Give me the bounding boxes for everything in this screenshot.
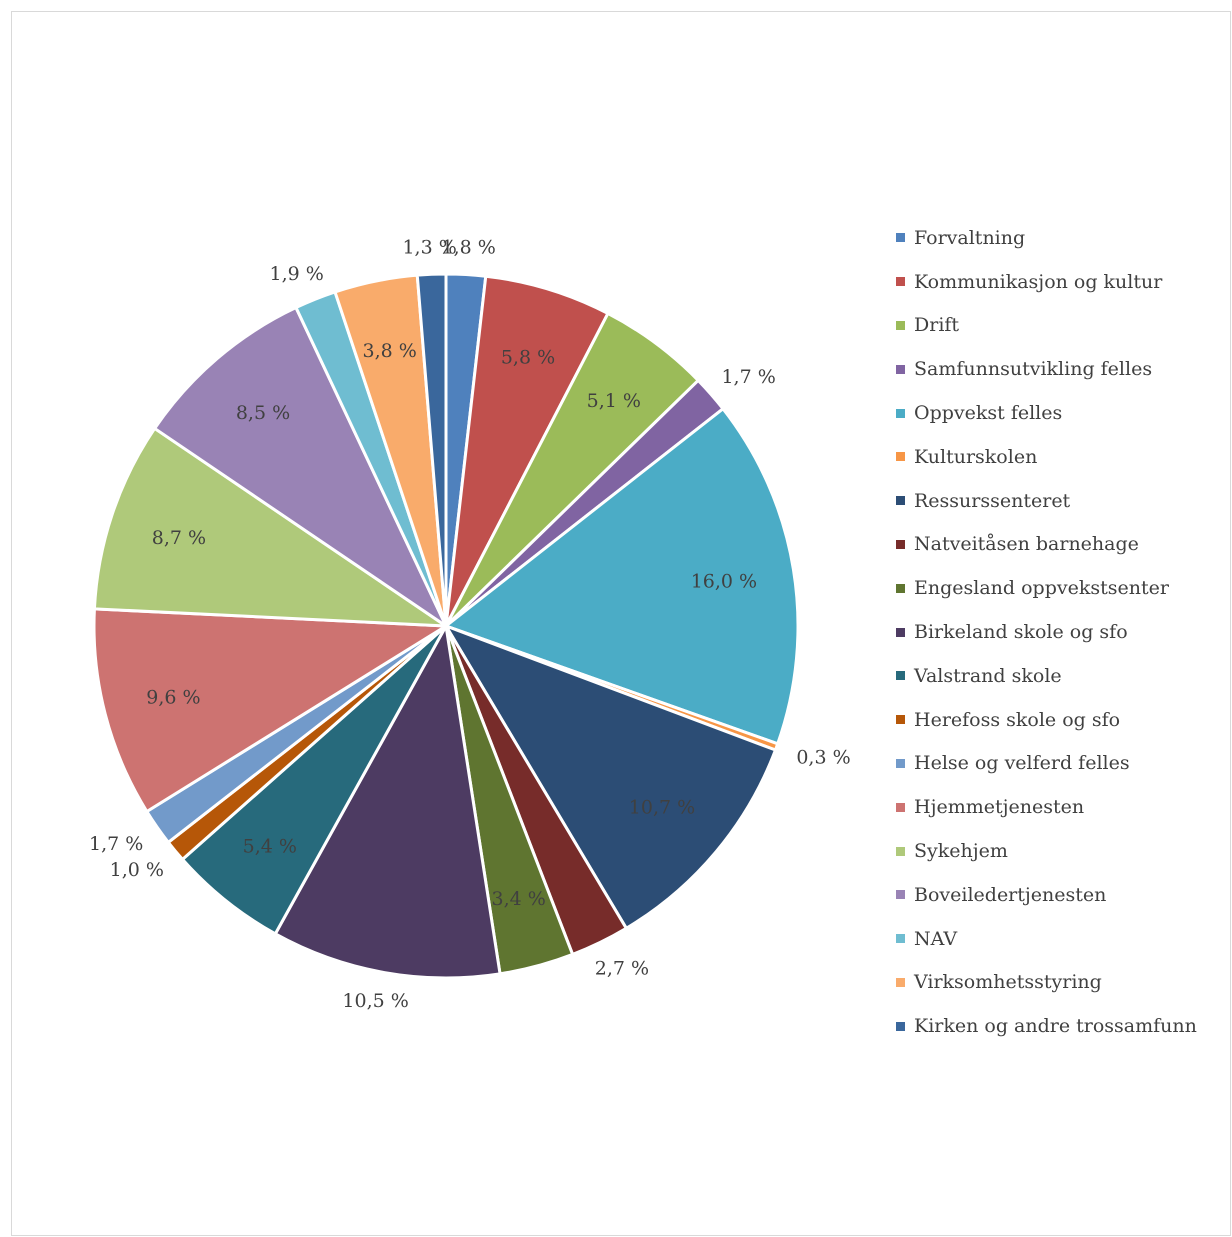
- pie-slice-oppvekst-felles: [444, 407, 800, 746]
- data-label-herefoss-skole-og-sfo: 1,0 %: [110, 859, 164, 881]
- data-label-valstrand-skole: 5,4 %: [243, 836, 297, 858]
- legend-label: Kulturskolen: [914, 445, 1038, 468]
- data-label-virksomhetsstyring: 3,8 %: [363, 340, 417, 362]
- legend-item-ressurssenteret: Ressurssenteret: [896, 479, 1197, 523]
- legend-item-birkeland-skole-og-sfo: Birkeland skole og sfo: [896, 610, 1197, 654]
- legend-swatch: [896, 627, 905, 637]
- legend-item-helse-og-velferd-felles: Helse og velferd felles: [896, 742, 1197, 786]
- legend-label: Virksomhetsstyring: [914, 971, 1102, 994]
- legend-swatch: [896, 496, 905, 506]
- legend-item-samfunnsutvikling-felles: Samfunnsutvikling felles: [896, 347, 1197, 391]
- pie-slice-birkeland-skole-og-sfo: [273, 624, 502, 980]
- data-label-helse-og-velferd-felles: 1,7 %: [89, 833, 143, 855]
- legend-swatch: [896, 977, 905, 987]
- data-label-hjemmetjenesten: 9,6 %: [146, 687, 200, 709]
- legend-label: Valstrand skole: [914, 664, 1062, 687]
- data-label-ressurssenteret: 10,7 %: [629, 797, 695, 819]
- pie-slice-hjemmetjenesten: [92, 607, 448, 813]
- data-label-forvaltning: 1,8 %: [442, 237, 496, 259]
- legend-label: Natveitåsen barnehage: [914, 533, 1139, 556]
- legend-swatch: [896, 233, 905, 243]
- legend-label: Boveiledertjenesten: [914, 883, 1107, 906]
- data-label-sykehjem: 8,7 %: [152, 527, 206, 549]
- legend-item-natveitasen-barnehage: Natveitåsen barnehage: [896, 523, 1197, 567]
- pie-slice-sykehjem: [92, 426, 448, 628]
- data-label-kommunikasjon-og-kultur: 5,8 %: [501, 347, 555, 369]
- legend-label: Birkeland skole og sfo: [914, 621, 1128, 644]
- legend-item-oppvekst-felles: Oppvekst felles: [896, 391, 1197, 435]
- legend-label: Herefoss skole og sfo: [914, 708, 1121, 731]
- pie-slice-boveiledertjenesten: [153, 306, 448, 628]
- data-label-birkeland-skole-og-sfo: 10,5 %: [342, 990, 408, 1012]
- pie-slice-kirken-og-andre-trossamfunn: [415, 272, 448, 628]
- legend-label: Samfunnsutvikling felles: [914, 358, 1153, 381]
- legend-swatch: [896, 802, 905, 812]
- legend-item-sykehjem: Sykehjem: [896, 829, 1197, 873]
- legend-item-kirken-og-andre-trossamfunn: Kirken og andre trossamfunn: [896, 1004, 1197, 1048]
- legend-item-virksomhetsstyring: Virksomhetsstyring: [896, 961, 1197, 1005]
- data-label-kirken-og-andre-trossamfunn: 1,3 %: [402, 236, 456, 258]
- legend-item-herefoss-skole-og-sfo: Herefoss skole og sfo: [896, 698, 1197, 742]
- legend-swatch: [896, 408, 905, 418]
- legend: Forvaltning Kommunikasjon og kultur Drift S…: [896, 216, 1197, 1048]
- legend-item-engesland-oppvekstsenter: Engesland oppvekstsenter: [896, 566, 1197, 610]
- legend-item-kulturskolen: Kulturskolen: [896, 435, 1197, 479]
- legend-label: Helse og velferd felles: [914, 752, 1130, 775]
- legend-label: Ressurssenteret: [914, 489, 1071, 512]
- legend-swatch: [896, 452, 905, 462]
- data-label-drift: 5,1 %: [587, 390, 641, 412]
- data-label-oppvekst-felles: 16,0 %: [691, 571, 757, 593]
- legend-label: Forvaltning: [914, 226, 1026, 249]
- data-label-nav: 1,9 %: [270, 263, 324, 285]
- legend-swatch: [896, 320, 905, 330]
- legend-label: Kommunikasjon og kultur: [914, 270, 1163, 293]
- legend-swatch: [896, 890, 905, 900]
- legend-item-drift: Drift: [896, 304, 1197, 348]
- data-label-natveitasen-barnehage: 2,7 %: [595, 958, 649, 980]
- legend-swatch: [896, 758, 905, 768]
- legend-item-nav: NAV: [896, 917, 1197, 961]
- legend-swatch: [896, 671, 905, 681]
- legend-swatch: [896, 715, 905, 725]
- legend-label: Drift: [914, 314, 960, 337]
- legend-label: Sykehjem: [914, 840, 1008, 863]
- data-label-engesland-oppvekstsenter: 3,4 %: [492, 888, 546, 910]
- legend-swatch: [896, 934, 905, 944]
- legend-swatch: [896, 583, 905, 593]
- legend-item-valstrand-skole: Valstrand skole: [896, 654, 1197, 698]
- data-label-boveiledertjenesten: 8,5 %: [236, 402, 290, 424]
- legend-item-hjemmetjenesten: Hjemmetjenesten: [896, 785, 1197, 829]
- legend-label: Oppvekst felles: [914, 402, 1063, 425]
- pie-slice-ressurssenteret: [444, 624, 777, 930]
- data-label-kulturskolen: 0,3 %: [796, 747, 850, 769]
- legend-item-kommunikasjon-og-kultur: Kommunikasjon og kultur: [896, 260, 1197, 304]
- legend-swatch: [896, 846, 905, 856]
- pie-slice-kommunikasjon-og-kultur: [444, 274, 610, 628]
- legend-swatch: [896, 364, 905, 374]
- legend-label: Kirken og andre trossamfunn: [914, 1015, 1197, 1038]
- legend-swatch: [896, 539, 905, 549]
- legend-swatch: [896, 1021, 905, 1031]
- data-label-samfunnsutvikling-felles: 1,7 %: [721, 366, 775, 388]
- legend-label: Hjemmetjenesten: [914, 796, 1085, 819]
- legend-swatch: [896, 277, 905, 287]
- legend-label: NAV: [914, 927, 958, 950]
- legend-label: Engesland oppvekstsenter: [914, 577, 1169, 600]
- legend-item-boveiledertjenesten: Boveiledertjenesten: [896, 873, 1197, 917]
- legend-item-forvaltning: Forvaltning: [896, 216, 1197, 260]
